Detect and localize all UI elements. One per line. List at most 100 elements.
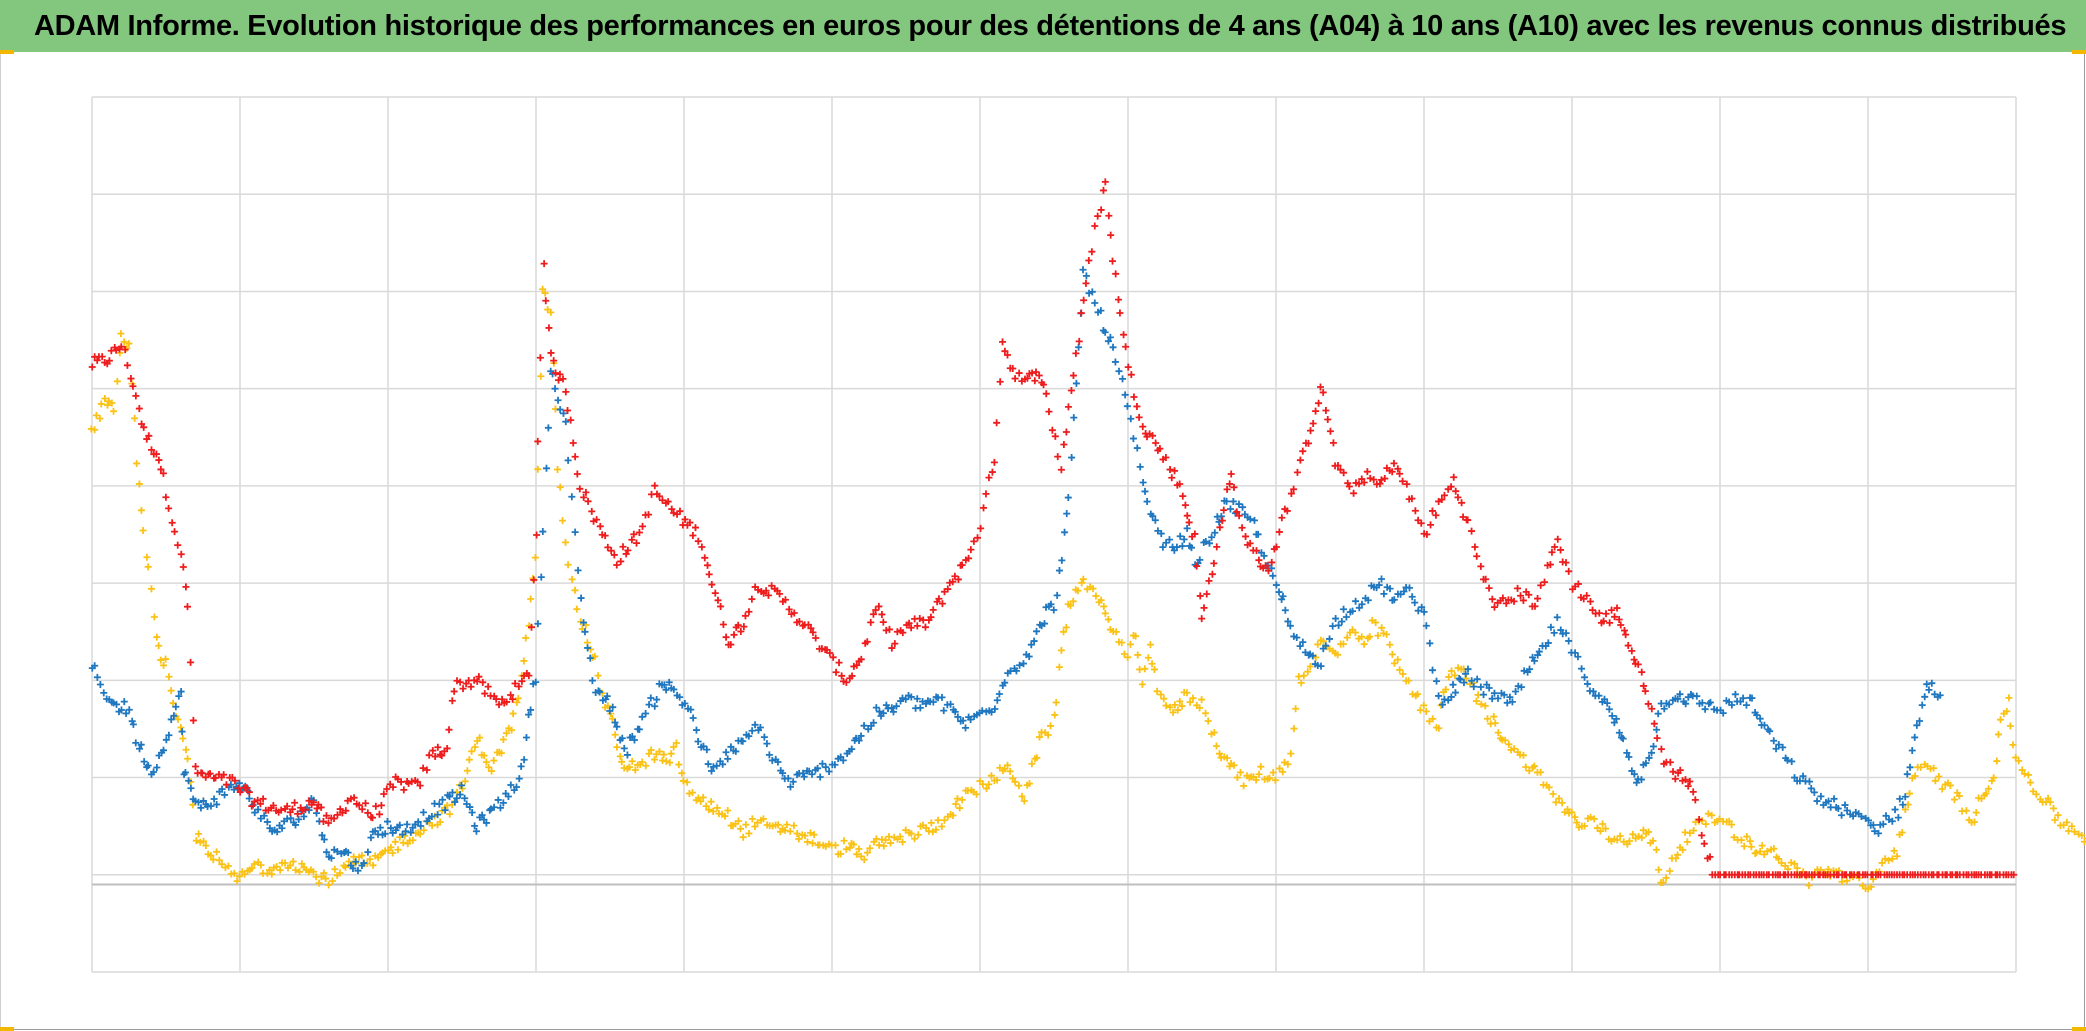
data-point-red [730, 631, 738, 639]
data-point-blue [1411, 599, 1419, 607]
data-point-red [1176, 480, 1184, 488]
data-point-yellow [647, 746, 655, 754]
data-point-blue [898, 694, 906, 702]
data-point-yellow [1571, 813, 1579, 821]
data-point-blue [1612, 715, 1620, 723]
data-point-blue [756, 723, 764, 731]
data-point-red [1309, 420, 1317, 428]
data-point-red [1179, 492, 1187, 500]
data-point-yellow [591, 652, 599, 660]
data-point-blue [1706, 698, 1714, 706]
data-point-red [1531, 602, 1539, 610]
data-point-yellow [273, 863, 281, 871]
data-point-yellow [1319, 637, 1327, 645]
data-point-blue [623, 751, 631, 759]
data-point-yellow [248, 864, 256, 872]
data-point-red [913, 622, 921, 630]
data-point-blue [1091, 299, 1099, 307]
data-point-blue [799, 769, 807, 777]
data-point-red [509, 695, 517, 703]
data-point-red [459, 685, 467, 693]
data-point-blue [117, 706, 125, 714]
data-point-red [1454, 493, 1462, 501]
data-point-blue [562, 418, 570, 426]
data-point-yellow [97, 400, 105, 408]
data-point-yellow [1587, 813, 1595, 821]
data-point-red [1452, 487, 1460, 495]
data-point-red [970, 537, 978, 545]
data-point-red [639, 522, 647, 530]
data-point-yellow [594, 672, 602, 680]
data-point-yellow [1284, 760, 1292, 768]
data-point-red [1620, 627, 1628, 635]
data-point-red [552, 369, 560, 377]
data-point-yellow [461, 777, 469, 785]
data-point-blue [1456, 676, 1464, 684]
data-point-yellow [522, 634, 530, 642]
data-point-blue [1129, 435, 1137, 443]
data-point-red [974, 534, 982, 542]
data-point-blue [1682, 700, 1690, 708]
data-point-yellow [562, 538, 570, 546]
data-point-yellow [786, 827, 794, 835]
data-point-yellow [699, 793, 707, 801]
data-point-blue [178, 728, 186, 736]
data-point-red [607, 547, 615, 555]
data-point-yellow [1555, 795, 1563, 803]
data-point-red [741, 612, 749, 620]
data-point-yellow [896, 833, 904, 841]
data-point-red [1595, 609, 1603, 617]
data-point-red [362, 799, 370, 807]
data-point-yellow [1230, 761, 1238, 769]
data-point-red [450, 687, 458, 695]
data-point-blue [993, 696, 1001, 704]
data-point-blue [739, 737, 747, 745]
data-point-yellow [1089, 585, 1097, 593]
data-point-yellow [721, 812, 729, 820]
data-point-red [944, 585, 952, 593]
data-point-red [588, 507, 596, 515]
data-point-yellow [1416, 706, 1424, 714]
data-point-blue [1891, 806, 1899, 814]
data-point-blue [1849, 812, 1857, 820]
data-point-red [1514, 584, 1522, 592]
data-point-blue [1841, 801, 1849, 809]
data-point-yellow [1394, 656, 1402, 664]
data-point-yellow [801, 832, 809, 840]
data-point-blue [875, 708, 883, 716]
data-point-red [1097, 206, 1105, 214]
data-point-yellow [840, 837, 848, 845]
data-point-blue [665, 678, 673, 686]
data-point-yellow [1590, 815, 1598, 823]
data-point-blue [1104, 337, 1112, 345]
data-point-red [319, 817, 327, 825]
data-point-blue [1508, 698, 1516, 706]
data-point-red [1242, 532, 1250, 540]
data-point-blue [515, 775, 523, 783]
data-point-blue [1654, 710, 1662, 718]
data-point-red [1345, 483, 1353, 491]
data-point-red [1152, 439, 1160, 447]
data-point-blue [517, 762, 525, 770]
data-point-blue [1879, 820, 1887, 828]
data-point-blue [93, 673, 101, 681]
data-point-red [1210, 559, 1218, 567]
data-point-blue [1882, 812, 1890, 820]
data-point-blue [889, 708, 897, 716]
data-point-yellow [1025, 780, 1033, 788]
data-point-yellow [911, 835, 919, 843]
data-point-red [762, 587, 770, 595]
title-bar: ADAM Informe. Evolution historique des p… [0, 0, 2086, 52]
data-point-red [1023, 374, 1031, 382]
data-point-red [336, 805, 344, 813]
data-point-red [112, 346, 120, 354]
data-point-yellow [1777, 859, 1785, 867]
data-point-blue [287, 814, 295, 822]
data-point-blue [333, 848, 341, 856]
data-point-red [1124, 363, 1132, 371]
data-point-yellow [1740, 842, 1748, 850]
data-point-blue [1223, 497, 1231, 505]
data-point-red [1272, 543, 1280, 551]
data-point-red [982, 490, 990, 498]
data-point-yellow [556, 483, 564, 491]
